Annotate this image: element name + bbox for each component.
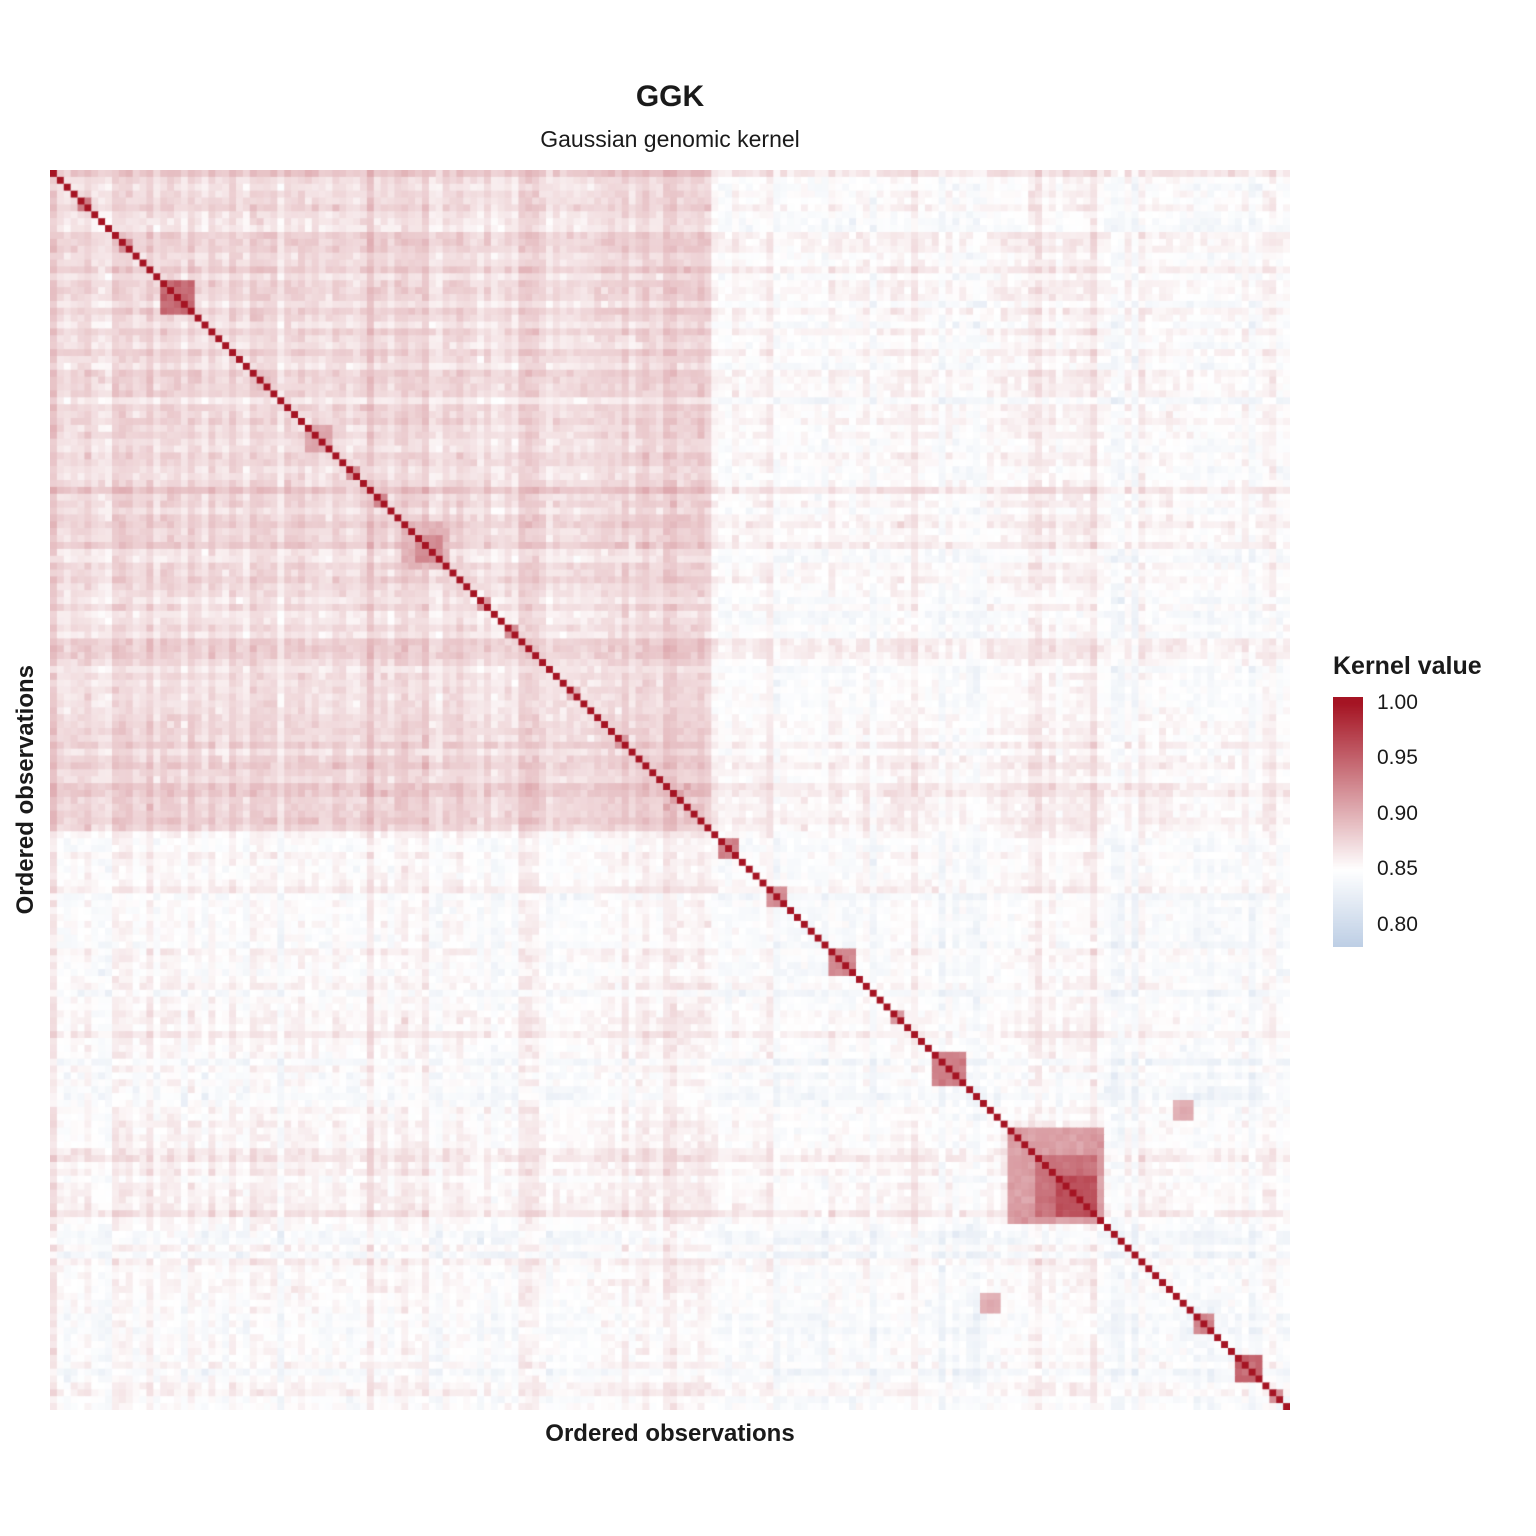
chart-subtitle: Gaussian genomic kernel (540, 126, 800, 152)
colorbar-legend: Kernel value 1.00 0.95 0.90 0.85 0.80 (1333, 652, 1533, 957)
legend-body: 1.00 0.95 0.90 0.85 0.80 (1333, 691, 1533, 957)
legend-tick: 0.80 (1377, 912, 1418, 936)
legend-tick: 0.90 (1377, 801, 1418, 825)
legend-tick: 0.95 (1377, 746, 1418, 770)
heatmap-panel (50, 170, 1290, 1410)
chart-title: GGK (635, 80, 705, 113)
legend-colorbar (1333, 697, 1363, 947)
heatmap-canvas (50, 170, 1290, 1410)
y-axis-label: Ordered observations (12, 665, 39, 915)
y-axis-label-wrap: Ordered observations (12, 170, 40, 1410)
legend-tick: 1.00 (1377, 690, 1418, 714)
x-axis-label: Ordered observations (545, 1420, 795, 1447)
legend-title: Kernel value (1333, 652, 1482, 680)
legend-tick: 0.85 (1377, 857, 1418, 881)
